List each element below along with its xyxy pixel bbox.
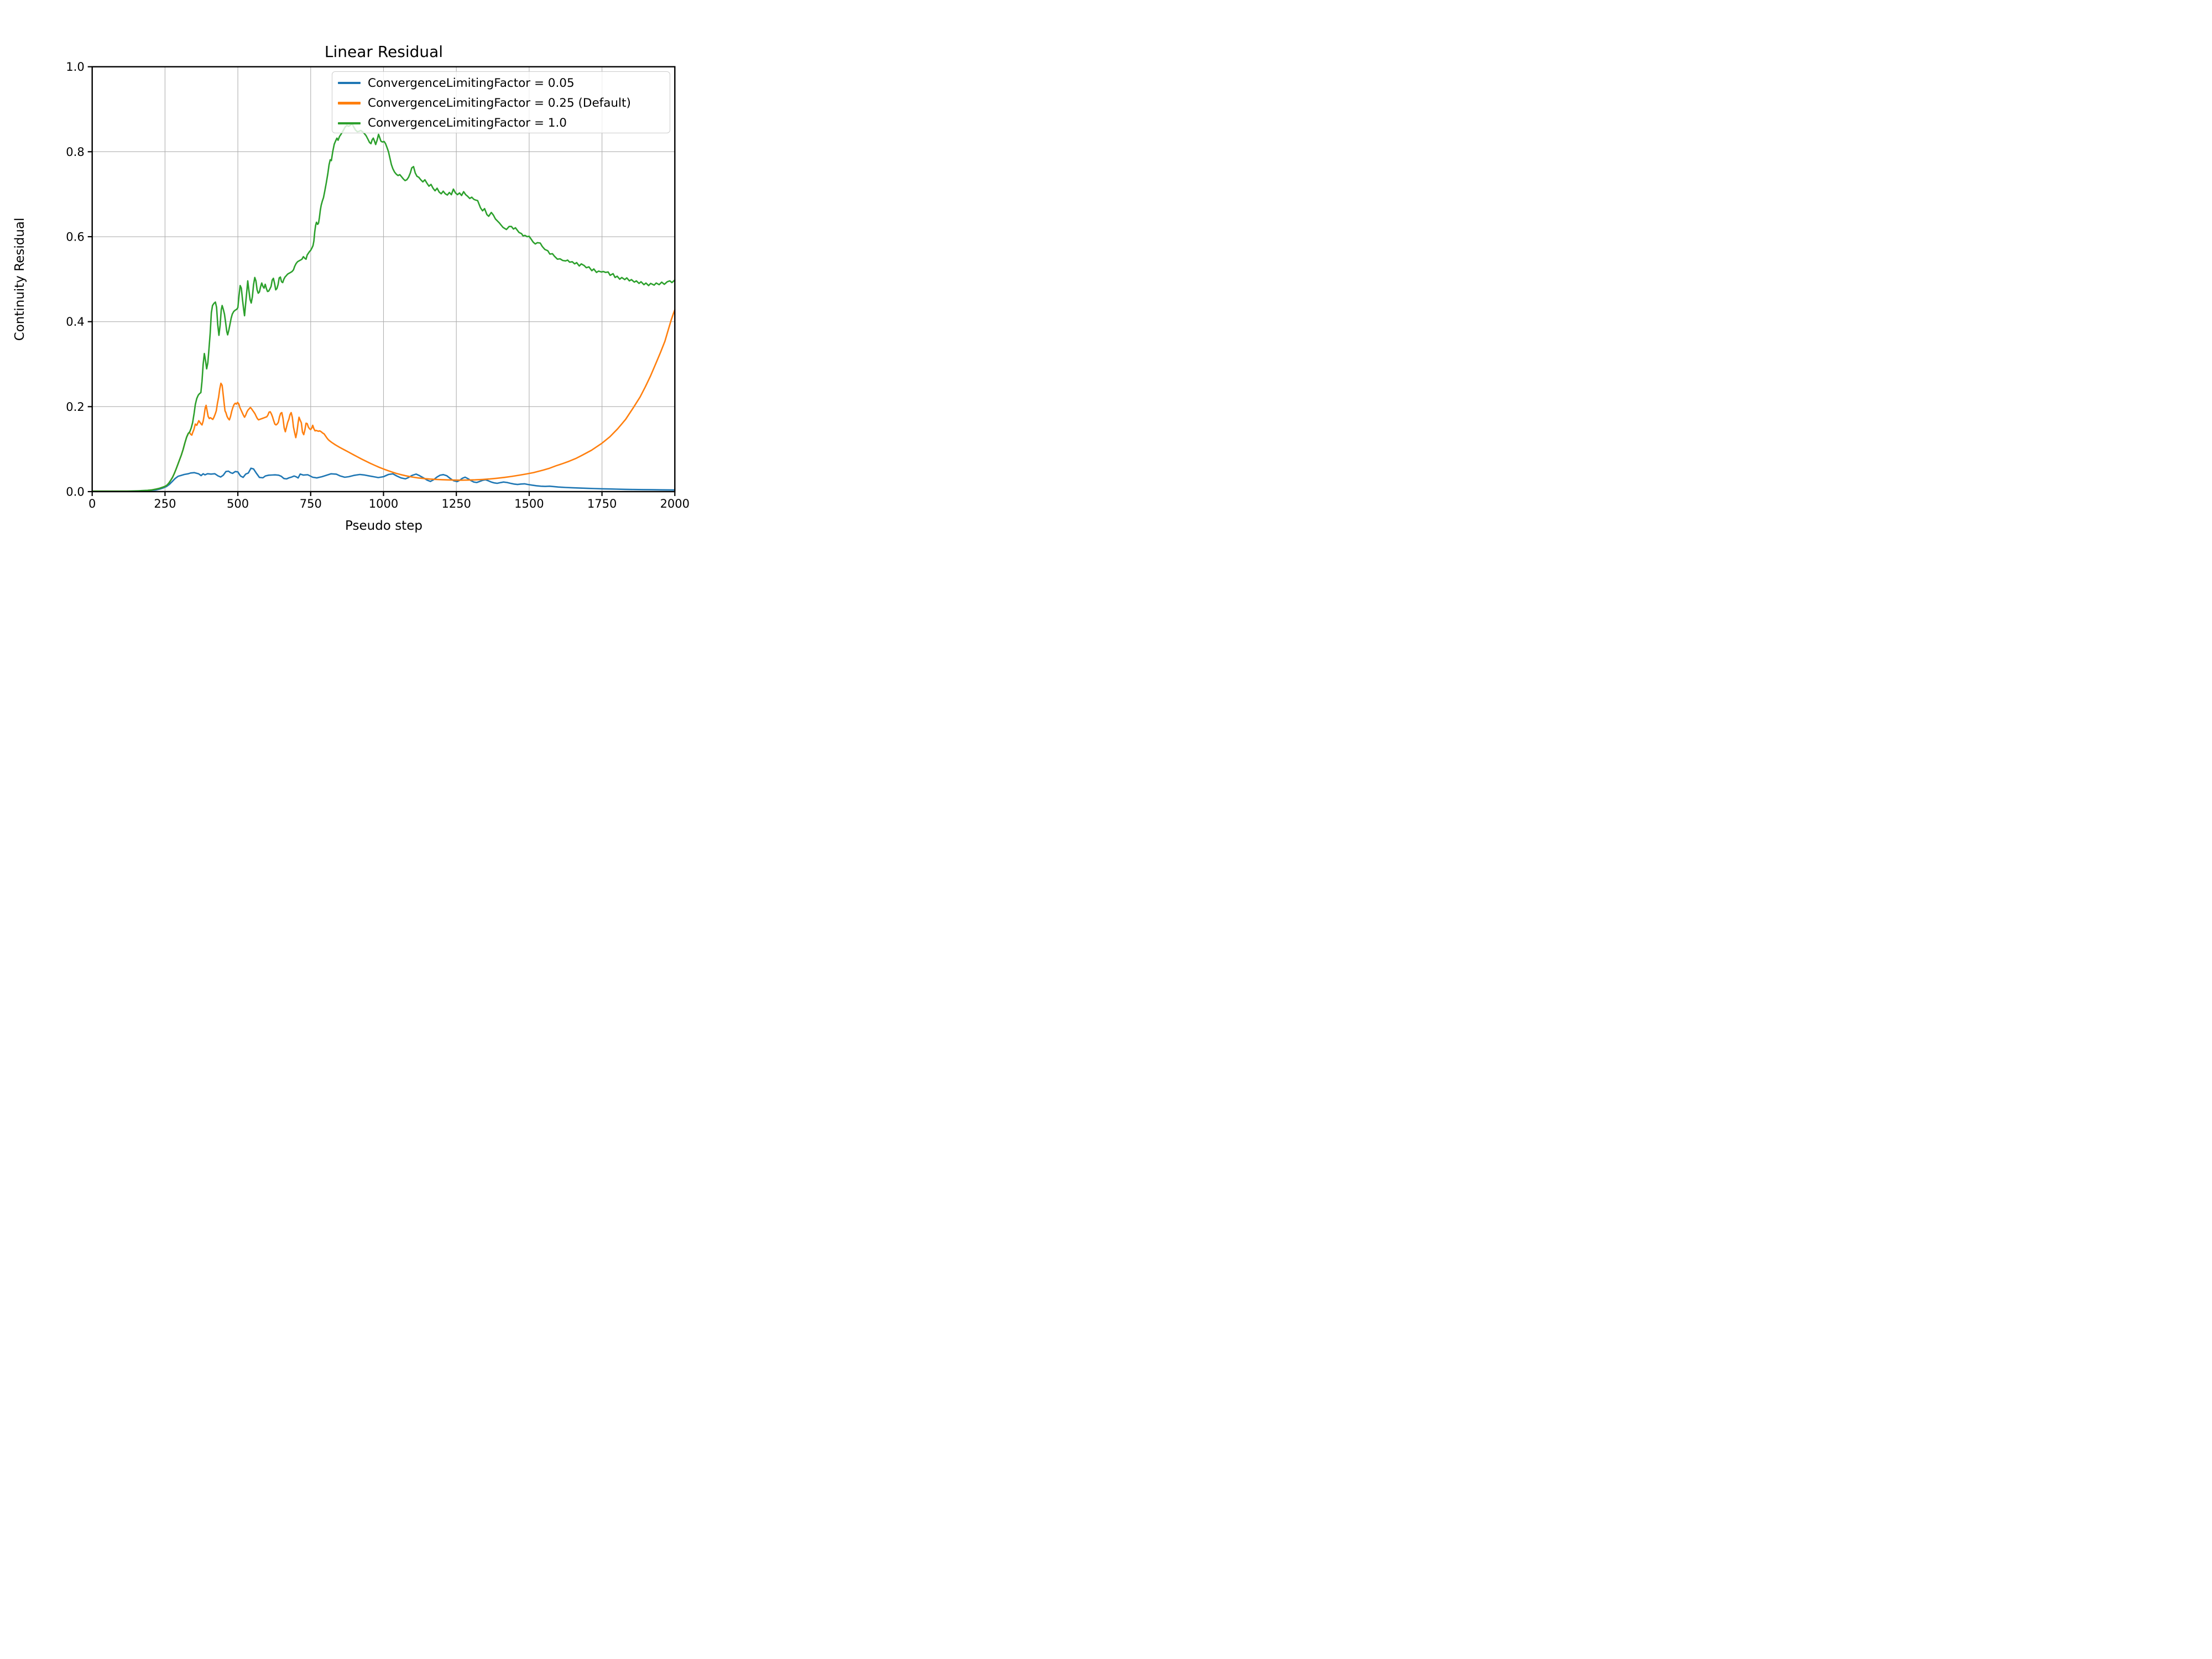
x-tick-label: 750 (300, 497, 322, 510)
legend-label: ConvergenceLimitingFactor = 0.25 (Defaul… (368, 96, 631, 111)
y-tick-label: 0.6 (66, 231, 84, 244)
y-tick-label: 0.8 (66, 145, 84, 159)
x-tick-label: 500 (227, 497, 249, 510)
x-axis-label: Pseudo step (345, 519, 422, 533)
x-tick-label: 1250 (441, 497, 471, 510)
legend: ConvergenceLimitingFactor = 0.05 Converg… (332, 71, 670, 133)
figure: 0 250 500 750 1000 1250 1500 1750 2000 0.0 0.2 0.4 0… (0, 0, 738, 553)
legend-item-clf-0.05: ConvergenceLimitingFactor = 0.05 (338, 73, 670, 93)
y-tick-label: 0.0 (66, 486, 84, 499)
x-tick-label: 1000 (369, 497, 398, 510)
y-tick-label: 1.0 (66, 60, 84, 74)
x-tick-label: 250 (154, 497, 176, 510)
legend-line-sample-blue (338, 81, 361, 85)
x-tick-label: 2000 (660, 497, 690, 510)
legend-line-sample-green (338, 122, 361, 125)
legend-label: ConvergenceLimitingFactor = 1.0 (368, 116, 567, 131)
curve-0.25 (91, 309, 676, 492)
y-tick-label: 0.4 (66, 315, 84, 328)
legend-line-sample-orange (338, 102, 361, 105)
y-tick-label: 0.2 (66, 400, 84, 414)
legend-item-clf-1.0: ConvergenceLimitingFactor = 1.0 (338, 113, 670, 133)
x-tick-label: 1500 (514, 497, 544, 510)
legend-item-clf-0.25: ConvergenceLimitingFactor = 0.25 (Defaul… (338, 93, 670, 113)
x-tick-label: 1750 (587, 497, 617, 510)
y-axis-label: Continuity Residual (13, 217, 27, 341)
x-tick-label: 0 (88, 497, 96, 510)
chart-title: Linear Residual (324, 43, 444, 61)
legend-label: ConvergenceLimitingFactor = 0.05 (368, 76, 575, 90)
curve-0.05 (91, 467, 676, 492)
